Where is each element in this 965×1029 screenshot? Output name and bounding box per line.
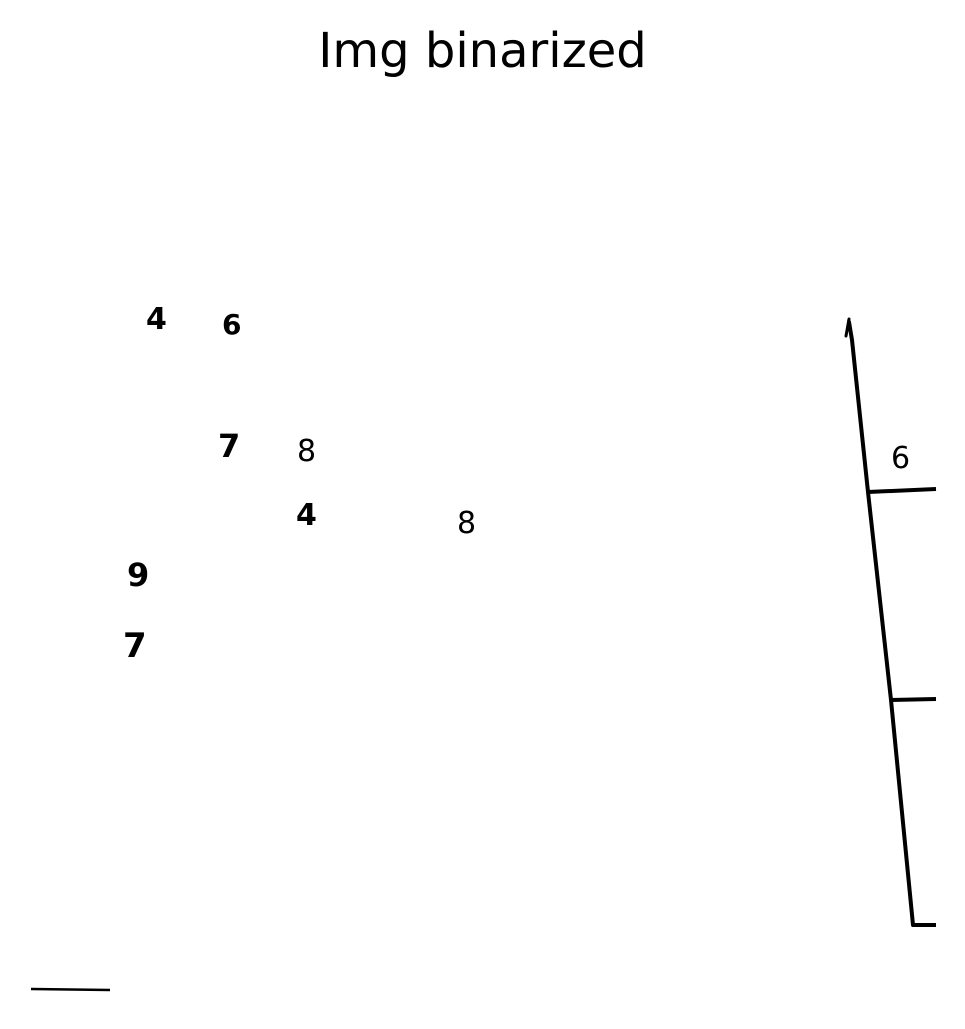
digit-7-b: 7 xyxy=(123,626,147,666)
middle-branch-line xyxy=(891,699,936,700)
digit-7-a: 7 xyxy=(218,427,240,465)
top-tip-stroke xyxy=(846,319,849,336)
slanted-boundary-line xyxy=(849,322,913,925)
digit-8-b: 8 xyxy=(457,506,476,541)
digit-4-a: 4 xyxy=(146,302,167,337)
upper-branch-line xyxy=(868,489,936,492)
digit-6-b: 6 xyxy=(891,441,910,476)
digit-8-a: 8 xyxy=(297,434,316,469)
digit-9: 9 xyxy=(127,556,149,594)
digit-6-a: 6 xyxy=(222,308,241,341)
digit-4-b: 4 xyxy=(296,498,317,533)
bottom-left-dash xyxy=(31,989,110,990)
